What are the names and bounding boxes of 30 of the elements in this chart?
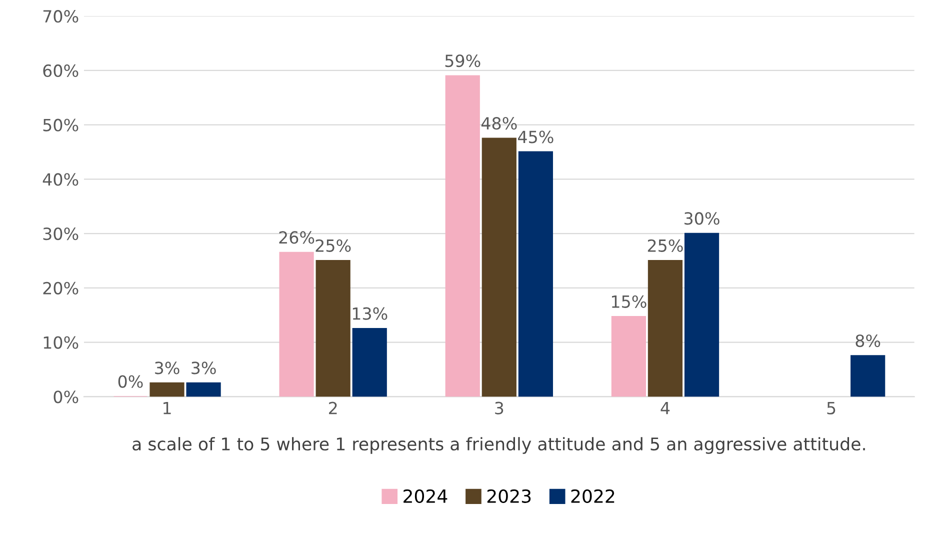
data-label: 15% <box>612 295 646 308</box>
x-tick-label: 1 <box>164 402 171 414</box>
x-tick-label: 4 <box>660 402 670 414</box>
data-label: 3% <box>155 362 180 374</box>
data-label: 3% <box>192 362 216 374</box>
data-label: 59% <box>445 54 480 68</box>
y-tick-label: 40% <box>42 173 78 186</box>
y-tick-label: 50% <box>43 118 78 132</box>
y-tick-label: 10% <box>44 336 78 349</box>
legend-label: 2024 <box>404 489 448 503</box>
legend-label: 2023 <box>487 489 531 503</box>
data-label: 25% <box>316 239 351 252</box>
x-tick-label: 2 <box>329 402 337 414</box>
legend-label: 2022 <box>571 489 614 503</box>
x-tick-label: 5 <box>827 402 836 414</box>
x-tick-label: 3 <box>495 402 504 414</box>
data-label: 48% <box>481 117 517 130</box>
y-tick-label: 30% <box>43 228 78 240</box>
data-label: 0% <box>118 375 143 388</box>
data-label: 45% <box>518 130 554 144</box>
y-tick-label: 70% <box>43 10 78 23</box>
y-tick-label: 20% <box>43 282 78 294</box>
y-tick-label: 60% <box>43 64 78 78</box>
x-axis-title: a scale of 1 to 5 where 1 represents a friendly attitude and 5 an aggressive attitude. <box>132 437 865 454</box>
data-label: 25% <box>648 239 683 252</box>
y-tick-label: 0% <box>54 390 78 404</box>
data-label: 13% <box>352 307 388 320</box>
data-label: 26% <box>279 231 314 244</box>
data-label: 8% <box>856 334 880 348</box>
data-label: 30% <box>684 212 720 225</box>
